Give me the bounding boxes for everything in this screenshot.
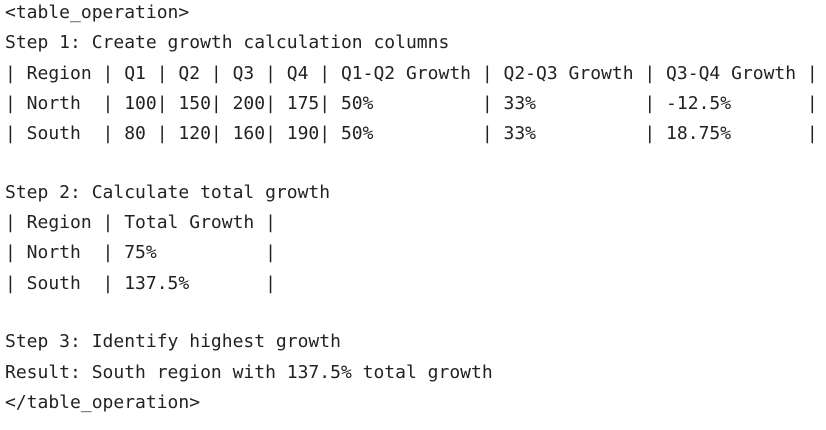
step-block: Step 2: Calculate total growth | Region |… (5, 178, 826, 299)
text-line: | North | 75% | (5, 242, 276, 264)
text-line: | South | 80 | 120| 160| 190| 50% | 33% … (5, 123, 818, 145)
text-line: | North | 100| 150| 200| 175| 50% | 33% … (5, 92, 818, 114)
step-block: Step 3: Identify highest growth Result: S… (5, 327, 826, 388)
step-heading: Step 3: Identify highest growth (5, 331, 341, 353)
text-line: | Region | Q1 | Q2 | Q3 | Q4 | Q1-Q2 Gro… (5, 62, 818, 84)
close-tag: </table_operation> (5, 391, 201, 413)
open-tag: <table_operation> (5, 2, 190, 23)
text-line: Result: South region with 137.5% total g… (5, 361, 493, 383)
text-line: | Region | Total Growth | (5, 212, 276, 234)
step-block: Step 1: Create growth calculation column… (5, 28, 826, 149)
step-heading: Step 1: Create growth calculation column… (5, 32, 450, 54)
text-line: | South | 137.5% | (5, 272, 276, 294)
step-heading: Step 2: Calculate total growth (5, 181, 331, 203)
